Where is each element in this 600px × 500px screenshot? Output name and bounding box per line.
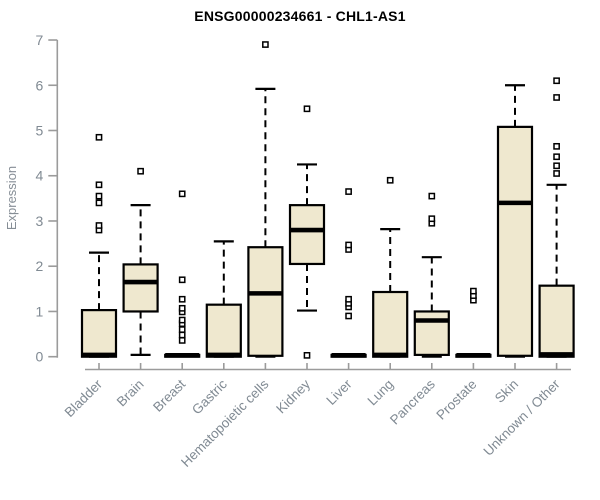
outlier-point	[95, 199, 103, 207]
x-tick-label: Gastric	[189, 376, 230, 417]
x-tick-label: Unknown / Other	[480, 376, 563, 459]
outlier-point	[95, 192, 103, 200]
y-tick-label: 1	[36, 303, 44, 319]
x-tick-label: Skin	[492, 377, 521, 406]
outlier-point	[95, 181, 103, 189]
iqr-box	[80, 309, 118, 358]
box-group-gastric	[205, 240, 242, 358]
outlier-point	[178, 331, 186, 339]
outlier-point	[303, 105, 311, 113]
outlier-point	[345, 188, 352, 195]
box-group-liver	[330, 188, 367, 358]
y-tick-label: 3	[36, 213, 44, 229]
outlier-point	[345, 312, 352, 320]
box-group-skin	[496, 84, 534, 358]
iqr-box	[496, 125, 534, 357]
outlier-point	[178, 276, 186, 284]
outlier-point	[428, 215, 436, 223]
iqr-box	[247, 246, 284, 357]
outlier-point	[262, 41, 269, 48]
box-group-prostate	[455, 287, 492, 358]
x-tick-label: Breast	[150, 376, 188, 414]
x-tick-label: Liver	[323, 376, 355, 408]
outlier-point	[553, 153, 560, 161]
outlier-point	[303, 351, 311, 359]
outlier-point	[428, 192, 436, 200]
outlier-point	[386, 176, 394, 184]
outlier-point	[178, 295, 186, 303]
x-tick-label: Brain	[114, 377, 147, 410]
y-tick-label: 0	[36, 349, 44, 365]
chart-title: ENSG00000234661 - CHL1-AS1	[194, 8, 406, 24]
outlier-point	[178, 316, 186, 324]
y-tick-label: 7	[36, 32, 44, 48]
x-tick-label: Bladder	[62, 376, 106, 420]
x-tick-label: Prostate	[433, 377, 479, 423]
iqr-box	[122, 263, 159, 313]
outlier-point	[553, 162, 560, 170]
outlier-point	[345, 295, 352, 303]
box-group-hematopoietic-cells	[247, 41, 284, 358]
iqr-box	[538, 284, 575, 358]
outlier-point	[553, 77, 560, 85]
box-group-kidney	[288, 105, 326, 359]
outlier-point	[178, 190, 186, 198]
outlier-point	[553, 94, 560, 101]
x-tick-label: Pancreas	[387, 376, 438, 427]
outlier-point	[178, 326, 186, 333]
box-group-pancreas	[413, 192, 450, 358]
outlier-point	[553, 170, 560, 177]
x-tick-label: Kidney	[273, 376, 313, 416]
y-tick-label: 5	[36, 123, 44, 139]
x-tick-label: Lung	[364, 377, 396, 409]
y-tick-label: 6	[36, 77, 44, 93]
box-group-bladder	[80, 133, 118, 358]
outlier-point	[553, 142, 560, 150]
outlier-point	[470, 287, 477, 295]
iqr-box	[205, 303, 242, 358]
y-tick-label: 4	[36, 168, 44, 184]
iqr-box	[288, 204, 326, 266]
outlier-point	[95, 222, 103, 229]
y-tick-label: 2	[36, 258, 44, 274]
outlier-point	[95, 133, 103, 141]
outlier-point	[345, 241, 352, 249]
iqr-box	[413, 310, 450, 356]
outlier-point	[178, 337, 186, 344]
box-group-unknown-other	[538, 77, 575, 358]
outlier-point	[178, 304, 186, 312]
box-group-breast	[164, 190, 201, 358]
outlier-point	[137, 167, 144, 175]
box-group-brain	[122, 167, 159, 356]
box-group-lung	[372, 176, 409, 358]
iqr-box	[372, 290, 409, 358]
